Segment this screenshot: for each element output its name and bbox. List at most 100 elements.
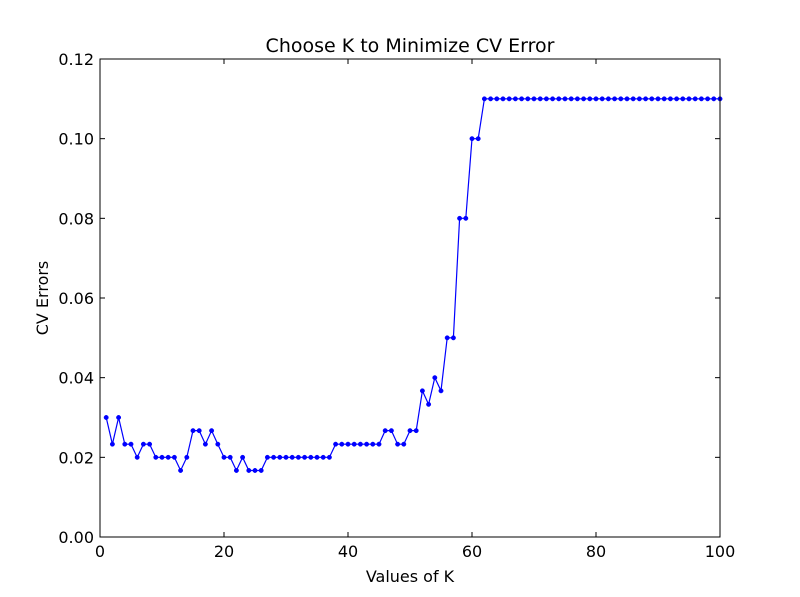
data-point [357, 441, 363, 447]
data-point [295, 454, 301, 460]
y-tick-label: 0.02 [58, 448, 94, 467]
y-tick-label: 0.06 [58, 289, 94, 308]
data-point [494, 96, 500, 102]
data-point [686, 96, 692, 102]
data-point [500, 96, 506, 102]
data-point [116, 415, 122, 420]
data-point [475, 136, 481, 142]
data-point [333, 441, 339, 447]
data-point [612, 96, 618, 102]
data-point [457, 215, 463, 221]
x-tick-label: 20 [214, 542, 234, 561]
data-point [574, 96, 580, 102]
plot-area [103, 96, 723, 473]
data-point [264, 454, 270, 460]
data-point [320, 454, 326, 460]
data-point [556, 96, 562, 102]
data-point [153, 454, 159, 460]
data-point [196, 428, 202, 434]
data-point [140, 441, 146, 447]
data-point [184, 454, 190, 460]
data-point [618, 96, 624, 102]
data-point [165, 454, 171, 460]
data-point [568, 96, 574, 102]
series-line [105, 98, 720, 472]
data-point [401, 441, 407, 447]
data-point [339, 441, 345, 447]
data-point [413, 428, 419, 434]
data-point [605, 96, 611, 102]
data-point [550, 96, 556, 102]
data-point [655, 96, 661, 102]
data-point [643, 96, 649, 102]
y-tick-label: 0.00 [58, 528, 94, 547]
data-point [630, 96, 636, 102]
data-point [159, 454, 165, 460]
data-point [283, 454, 289, 460]
y-tick-label: 0.08 [58, 209, 94, 228]
data-point [444, 335, 450, 341]
data-point [351, 441, 357, 447]
data-point [271, 454, 277, 460]
data-point [302, 454, 308, 460]
data-point [376, 441, 382, 447]
data-point [698, 96, 704, 102]
data-point [581, 96, 587, 102]
data-point [636, 96, 642, 102]
data-point [221, 454, 227, 460]
data-point [128, 441, 134, 447]
data-point [233, 468, 239, 473]
x-tick-label: 0 [95, 542, 105, 561]
x-tick-label: 60 [462, 542, 482, 561]
y-tick-label: 0.10 [58, 130, 94, 149]
data-point [506, 96, 512, 102]
data-point [692, 96, 698, 102]
x-tick-label: 80 [586, 542, 606, 561]
y-axis-label: CV Errors [33, 261, 52, 336]
data-point [537, 96, 543, 102]
data-point [525, 96, 531, 102]
data-point [345, 441, 351, 447]
data-point [438, 388, 444, 394]
data-point [109, 441, 115, 447]
data-point [252, 468, 258, 473]
data-point [215, 441, 221, 447]
data-point [289, 454, 295, 460]
data-point [667, 96, 673, 102]
data-point [382, 428, 388, 434]
x-tick-label: 100 [705, 542, 736, 561]
data-point [314, 454, 320, 460]
data-point [463, 215, 469, 221]
data-point [227, 454, 233, 460]
axis-ticks: 0 20 40 60 80 100 0.00 0.02 0.04 0.06 0.08 0.10 0.12 [58, 50, 735, 561]
data-point [209, 428, 215, 434]
data-point [240, 454, 246, 460]
data-point [395, 441, 401, 447]
data-point [674, 96, 680, 102]
data-point [649, 96, 655, 102]
data-point [407, 428, 413, 434]
y-tick-label: 0.12 [58, 50, 94, 69]
chart-title: Choose K to Minimize CV Error [266, 35, 555, 57]
data-point [488, 96, 494, 102]
data-point [202, 441, 208, 447]
data-point [326, 454, 332, 460]
data-point [680, 96, 686, 102]
data-point [512, 96, 518, 102]
data-point [661, 96, 667, 102]
data-point [624, 96, 630, 102]
data-point [190, 428, 196, 434]
data-point [178, 468, 184, 473]
x-tick-label: 40 [338, 542, 358, 561]
data-point [308, 454, 314, 460]
data-point [370, 441, 376, 447]
data-point [277, 454, 283, 460]
data-point [426, 401, 432, 407]
data-point [705, 96, 711, 102]
data-point [711, 96, 717, 102]
data-point [134, 454, 140, 460]
data-point [171, 454, 177, 460]
data-point [432, 375, 438, 381]
